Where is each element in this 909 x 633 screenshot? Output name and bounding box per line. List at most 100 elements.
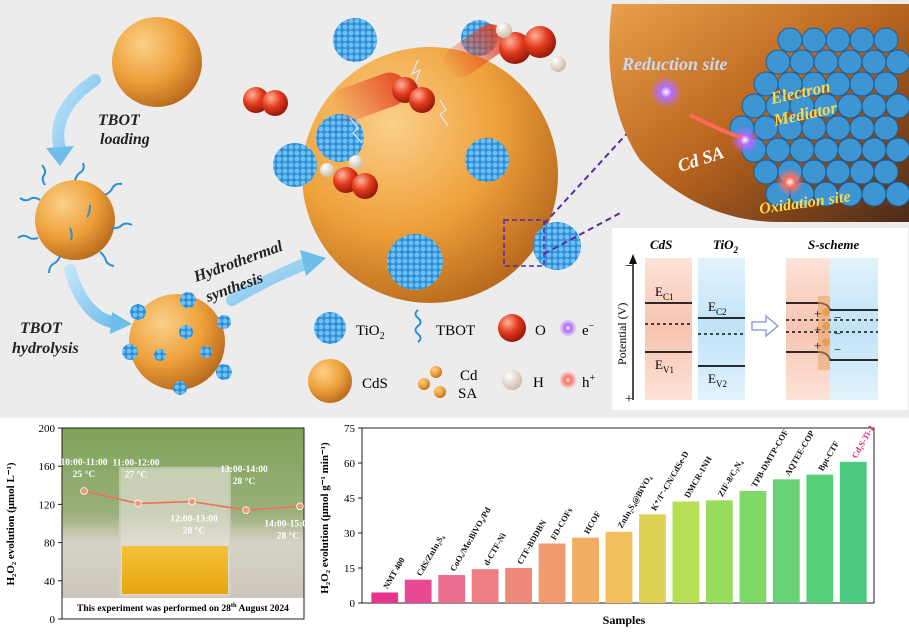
line-ytick-label: 200	[39, 423, 56, 435]
point-temp-label: 28 °C	[233, 476, 256, 487]
axis-plus: +	[625, 392, 633, 407]
data-point	[296, 502, 304, 511]
bar	[572, 537, 599, 603]
bar-category-label: FD-COFs	[548, 505, 575, 541]
tbot-chains	[17, 162, 133, 274]
oxygen-legend-icon	[498, 314, 526, 342]
h2o2-molecules	[320, 22, 566, 199]
bar	[839, 461, 867, 603]
point-time-label: 10:00-11:00	[61, 458, 108, 468]
point-time-label: 11:00-12:00	[113, 458, 160, 468]
tio2-nanoparticles-small	[122, 292, 232, 395]
legend-tio2: TiO2	[356, 323, 385, 342]
ev1-label: EV1	[655, 357, 674, 375]
charge-minus-2: −	[834, 326, 841, 341]
line-ytick-label: 80	[44, 538, 56, 550]
ev2-label: EV2	[708, 371, 727, 389]
legend-sa: SA	[458, 386, 477, 402]
data-point	[188, 497, 196, 506]
reduction-site-label: Reduction site	[621, 54, 728, 74]
cds-sphere-1	[112, 17, 202, 107]
comparison-bar-chart: 0 15 30 45 60 75 NMT 400 CdS/ZnIn₂S₄ CoOₓ/Mo:Bi…	[318, 418, 909, 628]
cds-sphere-tio2	[129, 294, 225, 390]
bar-ytick-label: 75	[344, 423, 356, 435]
legend: TiO2 TBOT O e− CdS Cd SA H h+	[308, 309, 596, 403]
charge-plus-3: +	[814, 338, 821, 353]
tbot-hydrolysis-label: TBOT	[20, 320, 63, 337]
bar-ytick-label: 15	[344, 563, 356, 575]
point-time-label: 14:00-15:00	[264, 519, 310, 529]
tbot-hydrolysis-label-2: hydrolysis	[12, 340, 79, 357]
legend-hplus: h+	[582, 373, 596, 391]
bar	[438, 575, 466, 603]
ec2-label: EC2	[708, 299, 726, 317]
legend-tbot: TBOT	[436, 323, 475, 339]
bar-category-label: Cd₁S-Ti-2	[849, 424, 876, 460]
point-temp-label: 27 °C	[125, 469, 148, 480]
legend-h: H	[533, 375, 544, 391]
hydrogen-legend-icon	[502, 370, 522, 390]
line-chart-ylabel: H₂O₂ evolution (μmol L⁻¹)	[5, 462, 17, 585]
point-time-label: 12:00-13:00	[170, 515, 218, 525]
cd-sa-legend-icon	[418, 378, 430, 390]
mechanism-closeup: Reduction site Electron Mediator Cd SA O…	[609, 4, 909, 222]
line-ytick-label: 160	[39, 461, 56, 473]
point-temp-label: 28 °C	[277, 530, 300, 541]
data-point	[134, 499, 142, 508]
zoom-box	[503, 219, 545, 267]
bar	[538, 543, 566, 603]
bar	[706, 500, 733, 603]
legend-e: e−	[582, 321, 595, 339]
bar-category-label: CdS/ZnIn₂S₄	[414, 532, 446, 577]
cds-sphere-tbot	[35, 180, 115, 260]
s-scheme-label: S-scheme	[808, 237, 860, 252]
line-ytick-label: 0	[50, 614, 56, 626]
bar	[471, 569, 499, 603]
bar-ytick-label: 0	[350, 598, 356, 610]
band-tio2-label: TiO2	[713, 237, 738, 255]
point-temp-label: 25 °C	[73, 469, 96, 480]
bar-ytick-label: 30	[344, 528, 356, 540]
bar	[505, 568, 532, 603]
outdoor-experiment-chart: This experiment was performed on 28th Au…	[0, 418, 312, 628]
charge-plus-2: +	[814, 322, 821, 337]
bar	[739, 491, 767, 603]
band-diagram: CdS TiO2 S-scheme − + Potential (V) EC1 …	[612, 228, 908, 410]
charge-minus-1: −	[834, 310, 841, 325]
o2-molecules	[243, 72, 435, 122]
bar	[672, 501, 700, 603]
bar	[371, 592, 399, 603]
point-temp-label: 28 °C	[183, 526, 206, 537]
bar-ytick-label: 60	[344, 458, 356, 470]
experiment-photo: This experiment was performed on 28th Au…	[62, 428, 304, 619]
legend-o: O	[535, 323, 546, 339]
bar	[639, 514, 666, 603]
line-ytick-label: 120	[39, 499, 56, 511]
legend-cd: Cd	[460, 368, 478, 384]
line-ytick-label: 40	[44, 576, 56, 588]
point-time-label: 13:00-14:00	[220, 465, 268, 475]
electron-legend-icon	[559, 319, 577, 337]
ec1-label: EC1	[655, 284, 673, 302]
synthesis-schematic: TBOT loading TBOT hydrolysis Hydrotherma…	[0, 0, 909, 418]
potential-axis-label: Potential (V)	[615, 303, 629, 365]
bar-ytick-label: 45	[344, 493, 356, 505]
legend-cds: CdS	[362, 376, 388, 392]
tbot-legend-icon	[414, 309, 422, 343]
bar-category-label: NMT 400	[381, 556, 407, 591]
transition-arrow	[751, 314, 780, 338]
cds-legend-icon	[308, 359, 352, 403]
bar	[806, 474, 834, 603]
light-sparks	[349, 59, 449, 144]
bar	[772, 479, 800, 603]
charge-minus-3: −	[834, 342, 841, 357]
data-point	[80, 487, 88, 495]
tio2-legend-icon	[314, 312, 346, 344]
bar-chart-xlabel: Samples	[603, 613, 646, 627]
data-point	[242, 506, 250, 514]
bar-category-label: Bpt-CTF	[816, 439, 841, 473]
axis-minus: −	[625, 259, 633, 274]
photo-caption: This experiment was performed on 28th Au…	[77, 602, 289, 614]
bar	[605, 531, 633, 603]
hole-legend-icon	[559, 371, 577, 389]
